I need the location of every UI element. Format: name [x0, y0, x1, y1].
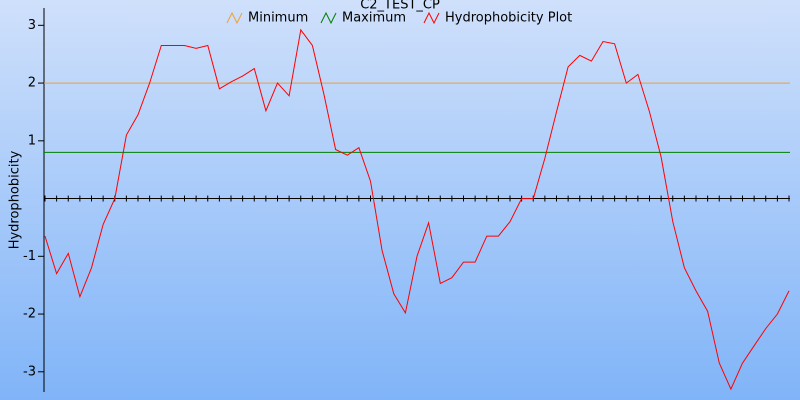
y-tick-label: -1 — [23, 249, 36, 264]
legend-icon — [226, 11, 243, 25]
y-tick-label: 1 — [28, 133, 36, 148]
y-tick-label: 3 — [28, 18, 36, 33]
legend-label: Hydrophobicity Plot — [445, 11, 572, 26]
chart-title: C2_TEST_CP — [360, 0, 440, 13]
y-tick-label: -2 — [23, 307, 36, 322]
legend-label: Maximum — [342, 11, 406, 26]
legend-icon — [423, 11, 440, 25]
y-axis-label: Hydrophobicity — [8, 150, 23, 249]
legend-label: Minimum — [248, 11, 308, 26]
data-line — [44, 28, 790, 391]
y-tick-label: -3 — [23, 364, 36, 379]
legend-icon — [320, 11, 337, 25]
y-tick-label: 2 — [28, 76, 36, 91]
